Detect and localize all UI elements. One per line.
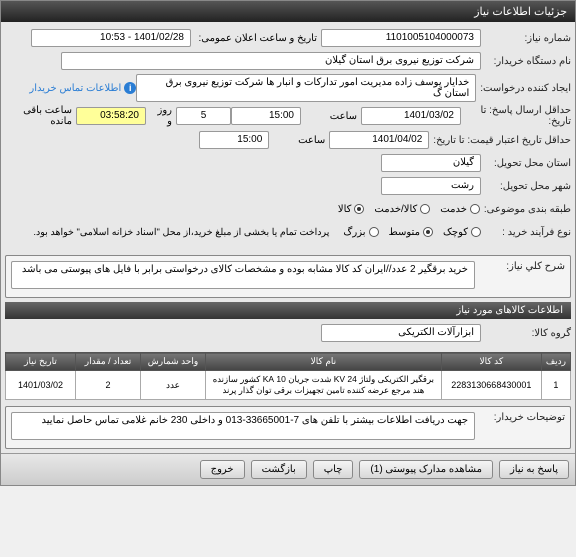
deadline-date: 1401/03/02 [361, 107, 461, 125]
radio-icon-selected [354, 204, 364, 214]
proc-radio-group: کوچک متوسط بزرگ [343, 227, 481, 238]
window-titlebar: جزئیات اطلاعات نیاز [1, 1, 575, 22]
buyer-notes-label: توضیحات خریدار: [475, 412, 565, 423]
goods-option[interactable]: کالا [338, 204, 365, 215]
contact-info-link[interactable]: i اطلاعات تماس خریدار [29, 82, 136, 94]
col-code: کد کالا [441, 353, 541, 371]
deadline-label: حداقل ارسال پاسخ: تا تاریخ: [461, 105, 571, 127]
cell-idx: 1 [541, 371, 570, 400]
reply-button[interactable]: پاسخ به نیاز [499, 460, 569, 479]
radio-icon [420, 204, 430, 214]
col-date: تاریخ نیاز [6, 353, 76, 371]
buyer-notes-text: جهت دریافت اطلاعات بیشتر با تلفن های 7-3… [11, 412, 475, 440]
desc-label: شرح کلي نیاز: [475, 261, 565, 272]
window-title: جزئیات اطلاعات نیاز [474, 5, 567, 18]
contact-link-text: اطلاعات تماس خریدار [29, 83, 121, 94]
cell-date: 1401/03/02 [6, 371, 76, 400]
table-header-row: ردیف کد کالا نام کالا واحد شمارش تعداد /… [6, 353, 571, 371]
service-option[interactable]: خدمت [440, 204, 480, 215]
radio-icon-selected [423, 227, 433, 237]
cell-code: 2283130668430001 [441, 371, 541, 400]
col-idx: ردیف [541, 353, 570, 371]
remain-label: ساعت باقی مانده [0, 105, 76, 127]
city-label: شهر محل تحویل: [481, 181, 571, 192]
city-value: رشت [381, 177, 481, 195]
print-button[interactable]: چاپ [313, 460, 354, 479]
need-no-value: 1101005104000073 [321, 29, 481, 47]
budget-radio-group: خدمت کالا/خدمت کالا [338, 204, 480, 215]
cell-unit: عدد [141, 371, 206, 400]
radio-icon [369, 227, 379, 237]
proc-label: نوع فرآیند خرید : [481, 227, 571, 238]
cell-name: برقگیر الکتریکی ولتاژ 24 KV شدت جریان 10… [206, 371, 442, 400]
deadline-days: 5 [176, 107, 231, 125]
col-qty: تعداد / مقدار [76, 353, 141, 371]
credit-date: 1401/04/02 [329, 131, 429, 149]
desc-text: خرید برقگیر 2 عدد//ایران کد کالا مشابه ب… [11, 261, 475, 289]
buyer-label: نام دستگاه خریدار: [481, 56, 571, 67]
back-button[interactable]: بازگشت [251, 460, 307, 479]
province-label: استان محل تحویل: [481, 158, 571, 169]
goods-service-option[interactable]: کالا/خدمت [374, 204, 430, 215]
need-desc-box: شرح کلي نیاز: خرید برقگیر 2 عدد//ایران ک… [5, 255, 571, 298]
deadline-time: 15:00 [231, 107, 301, 125]
items-header: اطلاعات کالاهای مورد نیاز [5, 302, 571, 319]
time-label-2: ساعت [269, 135, 329, 146]
credit-time: 15:00 [199, 131, 269, 149]
col-unit: واحد شمارش [141, 353, 206, 371]
large-option[interactable]: بزرگ [343, 227, 378, 238]
table-row[interactable]: 1 2283130668430001 برقگیر الکتریکی ولتاژ… [6, 371, 571, 400]
group-value: ابزارآلات الکتریکی [321, 324, 481, 342]
time-label-1: ساعت [301, 111, 361, 122]
pay-desc: پرداخت تمام یا بخشی از مبلغ خرید،از محل … [33, 227, 343, 238]
radio-icon [470, 204, 480, 214]
buyer-notes-box: توضیحات خریدار: جهت دریافت اطلاعات بیشتر… [5, 406, 571, 449]
days-label: روز و [146, 105, 176, 127]
requester-value: خدایار یوسف زاده مدیریت امور تدارکات و ا… [136, 74, 476, 102]
medium-option[interactable]: متوسط [389, 227, 433, 238]
requester-label: ایجاد کننده درخواست: [476, 83, 571, 94]
items-table: ردیف کد کالا نام کالا واحد شمارش تعداد /… [5, 352, 571, 400]
announce-value: 1401/02/28 - 10:53 [31, 29, 191, 47]
radio-icon [471, 227, 481, 237]
need-details-window: جزئیات اطلاعات نیاز شماره نیاز: 11010051… [0, 0, 576, 486]
group-label: گروه کالا: [481, 328, 571, 339]
province-value: گیلان [381, 154, 481, 172]
need-no-label: شماره نیاز: [481, 33, 571, 44]
budget-label: طبقه بندی موضوعی: [480, 204, 571, 215]
buyer-value: شرکت توزیع نیروی برق استان گیلان [61, 52, 481, 70]
info-icon: i [124, 82, 136, 94]
main-form: شماره نیاز: 1101005104000073 تاریخ و ساع… [1, 22, 575, 251]
credit-label: حداقل تاریخ اعتبار قیمت: تا تاریخ: [429, 135, 571, 146]
exit-button[interactable]: خروج [200, 460, 245, 479]
col-name: نام کالا [206, 353, 442, 371]
cell-qty: 2 [76, 371, 141, 400]
small-option[interactable]: کوچک [443, 227, 481, 238]
footer-toolbar: پاسخ به نیاز مشاهده مدارک پیوستی (1) چاپ… [1, 453, 575, 485]
announce-label: تاریخ و ساعت اعلان عمومی: [191, 33, 321, 44]
remaining-time: 03:58:20 [76, 107, 146, 125]
attachments-button[interactable]: مشاهده مدارک پیوستی (1) [359, 460, 493, 479]
